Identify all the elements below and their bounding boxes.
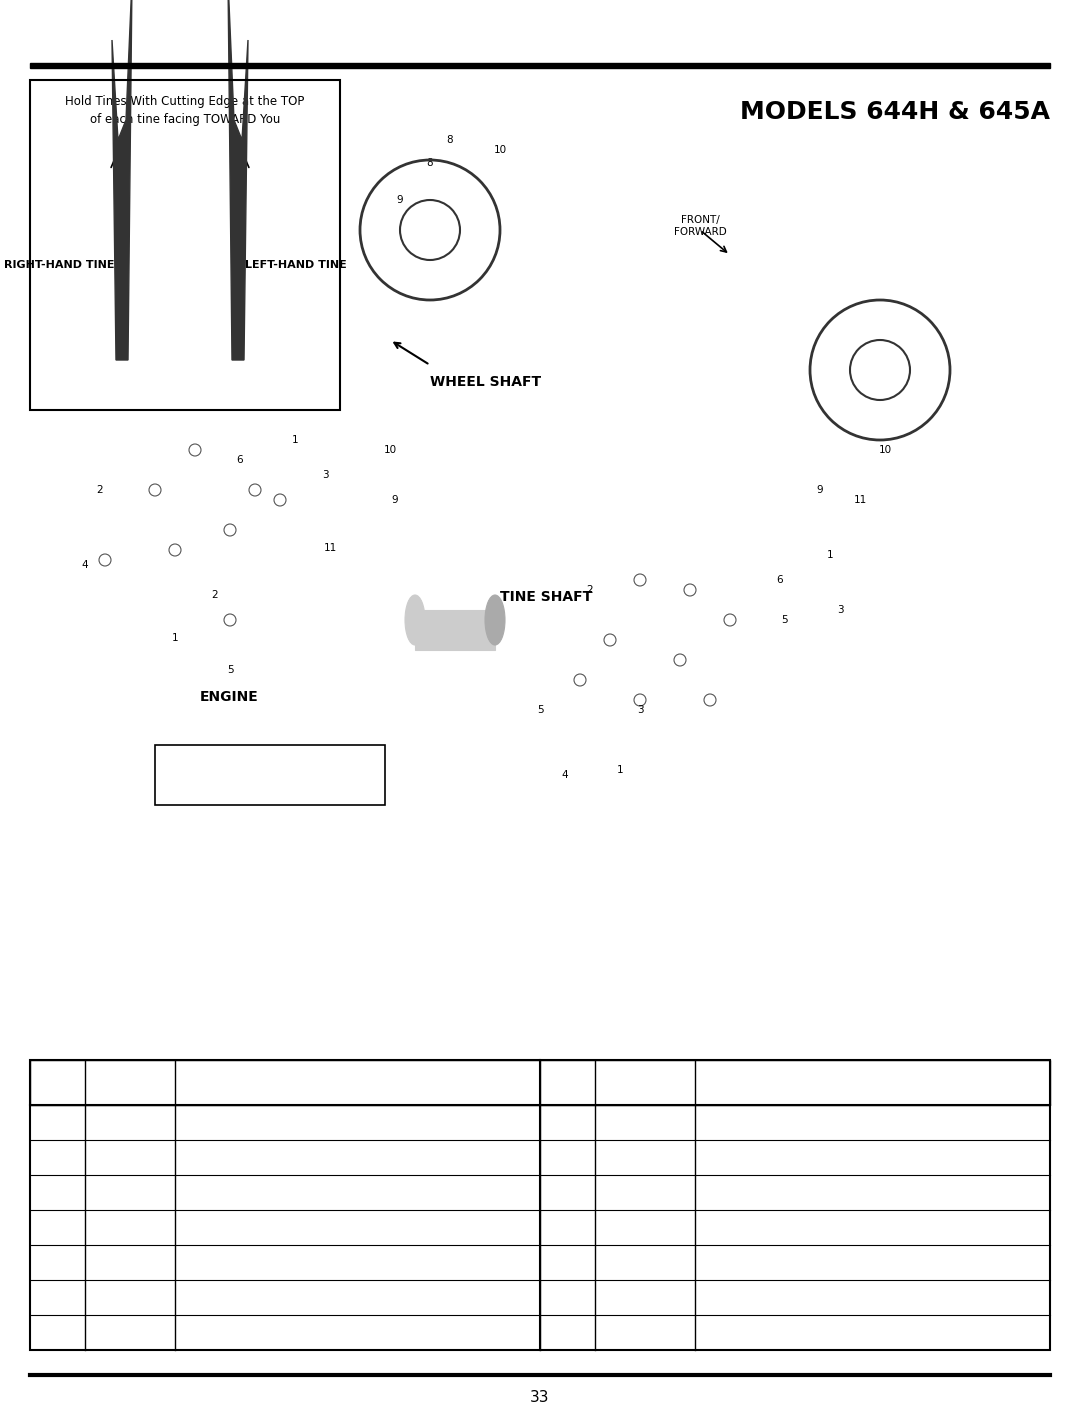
Bar <box>30 1061 1050 1106</box>
Text: Hex Hd. Screw, 3/8-16 x 2: Hex Hd. Screw, 3/8-16 x 2 <box>185 1221 348 1235</box>
Polygon shape <box>112 0 132 361</box>
Text: 1: 1 <box>826 550 834 560</box>
Text: 1: 1 <box>53 1115 60 1129</box>
Text: PART NO.: PART NO. <box>612 1076 677 1089</box>
Text: LH Tine Holder: LH Tine Holder <box>185 1291 278 1303</box>
Text: GW-9380: GW-9380 <box>616 1150 674 1164</box>
Text: 5: 5 <box>782 615 788 624</box>
Text: 9: 9 <box>392 495 399 505</box>
Text: Clevis Pin, .312" x 1-3/4": Clevis Pin, .312" x 1-3/4" <box>700 1150 855 1164</box>
Text: 2: 2 <box>53 1150 60 1164</box>
Text: 2: 2 <box>586 585 593 595</box>
Text: 1817059: 1817059 <box>103 1256 158 1268</box>
Text: LEFT-HAND TINE: LEFT-HAND TINE <box>245 260 347 269</box>
Ellipse shape <box>485 595 505 645</box>
Text: 33: 33 <box>530 1390 550 1403</box>
Text: 7: 7 <box>53 1326 60 1338</box>
Text: 3: 3 <box>637 704 644 716</box>
Text: Hold Tines With Cutting Edge at the TOP: Hold Tines With Cutting Edge at the TOP <box>65 95 305 108</box>
Text: Wheel & Tire Ass'y — Left/Right Side: Wheel & Tire Ass'y — Left/Right Side <box>700 1115 930 1129</box>
Text: 8: 8 <box>447 135 454 145</box>
Text: 10: 10 <box>383 445 396 455</box>
Text: 4: 4 <box>82 560 89 570</box>
Text: 710-3008: 710-3008 <box>99 1115 160 1129</box>
Text: 1817060: 1817060 <box>103 1150 158 1164</box>
Text: three RH tines and required hardware): three RH tines and required hardware) <box>700 1266 942 1280</box>
Text: 4: 4 <box>562 770 568 780</box>
Text: 10: 10 <box>559 1186 575 1200</box>
Text: 10: 10 <box>878 445 892 455</box>
Text: 10: 10 <box>494 145 507 154</box>
Text: DESCRIPTION: DESCRIPTION <box>793 1076 887 1089</box>
Text: Single Tine - Left Hand: Single Tine - Left Hand <box>185 1256 327 1268</box>
Text: GW-9338: GW-9338 <box>616 1186 674 1200</box>
Text: 5: 5 <box>227 665 233 675</box>
Text: TINE SHAFT: TINE SHAFT <box>500 591 592 605</box>
Text: MODELS 644H & 645A: MODELS 644H & 645A <box>740 100 1050 123</box>
Text: of each tine facing TOWARD You: of each tine facing TOWARD You <box>90 114 280 126</box>
Text: 1: 1 <box>292 435 298 445</box>
Text: 1916703: 1916703 <box>103 1326 158 1338</box>
Bar <box>30 1061 1050 1350</box>
Text: DENOTES CUTTING EDGE
OF TINE: DENOTES CUTTING EDGE OF TINE <box>190 755 314 776</box>
Text: 9: 9 <box>396 195 403 205</box>
Text: REF
NO.: REF NO. <box>43 1068 70 1096</box>
Text: 1916702: 1916702 <box>103 1291 158 1303</box>
Text: 11: 11 <box>559 1221 575 1235</box>
Text: 5: 5 <box>537 704 543 716</box>
Text: 11: 11 <box>323 543 337 553</box>
Text: 9: 9 <box>563 1150 571 1164</box>
Bar <box>156 745 384 805</box>
Text: 3: 3 <box>837 605 843 615</box>
Text: 2: 2 <box>212 591 218 600</box>
Polygon shape <box>228 0 248 361</box>
Text: 1: 1 <box>172 633 178 643</box>
Text: 11: 11 <box>853 495 866 505</box>
Text: 8: 8 <box>563 1115 571 1129</box>
Text: FRONT/
FORWARD: FRONT/ FORWARD <box>674 215 727 237</box>
Text: 4: 4 <box>53 1221 60 1235</box>
Text: 8: 8 <box>427 159 433 168</box>
Text: 6: 6 <box>777 575 783 585</box>
Text: Hair Pin Cotter: Hair Pin Cotter <box>700 1186 792 1200</box>
Text: 712-3009: 712-3009 <box>100 1186 160 1200</box>
Text: 3: 3 <box>322 470 328 480</box>
Text: DESCRIPTION: DESCRIPTION <box>323 1076 417 1089</box>
Text: ENGINE: ENGINE <box>200 690 259 704</box>
Bar <box>30 80 340 410</box>
Text: 9: 9 <box>816 485 823 495</box>
Text: Single Tine - Right Hand: Single Tine - Right Hand <box>185 1150 337 1164</box>
Text: PART NO.: PART NO. <box>97 1076 163 1089</box>
Text: 1917487: 1917487 <box>618 1115 673 1129</box>
Bar <box>415 610 495 650</box>
Text: RH Tine Holder: RH Tine Holder <box>185 1326 279 1338</box>
Text: Hex Hd. Screw, 5/16-18 x 3/4, Grade 5: Hex Hd. Screw, 5/16-18 x 3/4, Grade 5 <box>185 1115 427 1129</box>
Text: 1: 1 <box>617 765 623 774</box>
Text: —: — <box>561 1256 573 1268</box>
Text: WHEEL SHAFT: WHEEL SHAFT <box>430 375 541 389</box>
Text: 6: 6 <box>237 455 243 464</box>
Bar <box>30 63 1050 67</box>
Text: 1817059: 1817059 <box>617 1256 673 1268</box>
Text: 712-3000: 712-3000 <box>615 1221 675 1235</box>
Text: 2: 2 <box>97 485 104 495</box>
Text: RIGHT-HAND TINE: RIGHT-HAND TINE <box>4 260 114 269</box>
Text: REF
NO.: REF NO. <box>554 1068 580 1096</box>
Text: 710-3096: 710-3096 <box>100 1221 160 1235</box>
Ellipse shape <box>405 595 426 645</box>
Text: 5: 5 <box>53 1256 60 1268</box>
Text: Replacement Tines Set (Incl. three  LH tines,: Replacement Tines Set (Incl. three LH ti… <box>700 1249 978 1261</box>
Text: 6: 6 <box>53 1291 60 1303</box>
Text: Hex Lock Nut, 3/8-16: Hex Lock Nut, 3/8-16 <box>700 1221 832 1235</box>
Text: Hex Lock Nut, 5/16-18: Hex Lock Nut, 5/16-18 <box>185 1186 324 1200</box>
Text: 3: 3 <box>53 1186 60 1200</box>
